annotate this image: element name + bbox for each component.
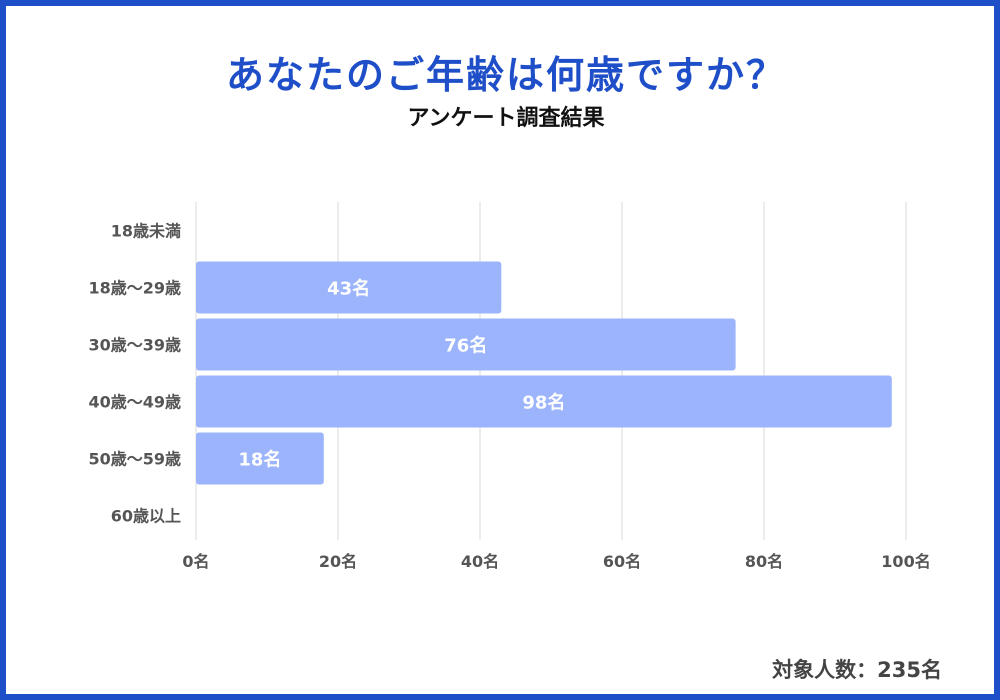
category-label: 18歳〜29歳 xyxy=(88,279,181,298)
respondent-count: 対象人数：235名 xyxy=(772,654,942,684)
bar xyxy=(196,318,736,371)
x-tick-label: 0名 xyxy=(182,552,209,571)
chart-title: あなたのご年齢は何歳ですか？ xyxy=(225,53,786,97)
respondent-count-label: 対象人数：235名 xyxy=(772,658,942,682)
x-tick-label: 40名 xyxy=(461,552,499,571)
bar-data-label: 98名 xyxy=(522,392,565,414)
x-tick-label: 60名 xyxy=(603,552,641,571)
bar xyxy=(196,432,324,485)
bar-data-label: 43名 xyxy=(327,278,370,300)
category-label: 40歳〜49歳 xyxy=(88,393,181,412)
category-label: 60歳以上 xyxy=(111,507,181,526)
grid-lines xyxy=(195,202,907,540)
bar xyxy=(196,261,502,314)
category-labels: 18歳未満 18歳〜29歳 30歳〜39歳 40歳〜49歳 50歳〜59歳 60歳以上 xyxy=(88,222,181,526)
category-label: 18歳未満 xyxy=(111,222,181,241)
x-tick-label: 100名 xyxy=(881,552,930,571)
bar-data-label: 76名 xyxy=(444,335,487,357)
bars xyxy=(196,261,892,485)
chart-subtitle: アンケート調査結果 xyxy=(407,106,605,131)
x-tick-label: 20名 xyxy=(319,552,357,571)
x-tick-labels: 0名 20名 40名 60名 80名 100名 xyxy=(182,552,930,571)
bar-data-labels: 43名 76名 98名 18名 xyxy=(238,278,565,471)
category-label: 30歳〜39歳 xyxy=(88,336,181,355)
x-tick-label: 80名 xyxy=(745,552,783,571)
bar xyxy=(196,375,892,428)
bar-data-label: 18名 xyxy=(238,449,281,471)
category-label: 50歳〜59歳 xyxy=(88,450,181,469)
